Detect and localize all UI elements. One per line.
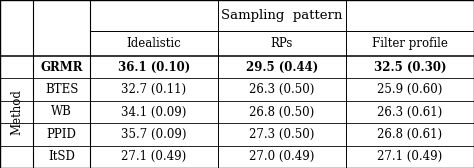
Text: GRMR: GRMR — [40, 61, 83, 74]
Text: 27.1 (0.49): 27.1 (0.49) — [377, 150, 443, 163]
Text: 27.3 (0.50): 27.3 (0.50) — [249, 128, 315, 141]
Text: 32.7 (0.11): 32.7 (0.11) — [121, 83, 187, 96]
Text: WB: WB — [51, 106, 72, 118]
Text: 26.3 (0.61): 26.3 (0.61) — [377, 106, 443, 118]
Text: ItSD: ItSD — [48, 150, 75, 163]
Text: PPID: PPID — [46, 128, 77, 141]
Text: 27.1 (0.49): 27.1 (0.49) — [121, 150, 187, 163]
Text: Sampling  pattern: Sampling pattern — [221, 9, 343, 22]
Text: 36.1 (0.10): 36.1 (0.10) — [118, 61, 190, 74]
Text: Filter profile: Filter profile — [372, 37, 448, 50]
Text: 27.0 (0.49): 27.0 (0.49) — [249, 150, 315, 163]
Text: Idealistic: Idealistic — [127, 37, 182, 50]
Text: RPs: RPs — [271, 37, 293, 50]
Text: 25.9 (0.60): 25.9 (0.60) — [377, 83, 443, 96]
Text: 26.3 (0.50): 26.3 (0.50) — [249, 83, 315, 96]
Text: 26.8 (0.50): 26.8 (0.50) — [249, 106, 315, 118]
Text: BTES: BTES — [45, 83, 78, 96]
Text: 32.5 (0.30): 32.5 (0.30) — [374, 61, 446, 74]
Text: 29.5 (0.44): 29.5 (0.44) — [246, 61, 318, 74]
Text: 26.8 (0.61): 26.8 (0.61) — [377, 128, 443, 141]
Text: 34.1 (0.09): 34.1 (0.09) — [121, 106, 187, 118]
Text: 35.7 (0.09): 35.7 (0.09) — [121, 128, 187, 141]
Text: Method: Method — [10, 89, 23, 135]
